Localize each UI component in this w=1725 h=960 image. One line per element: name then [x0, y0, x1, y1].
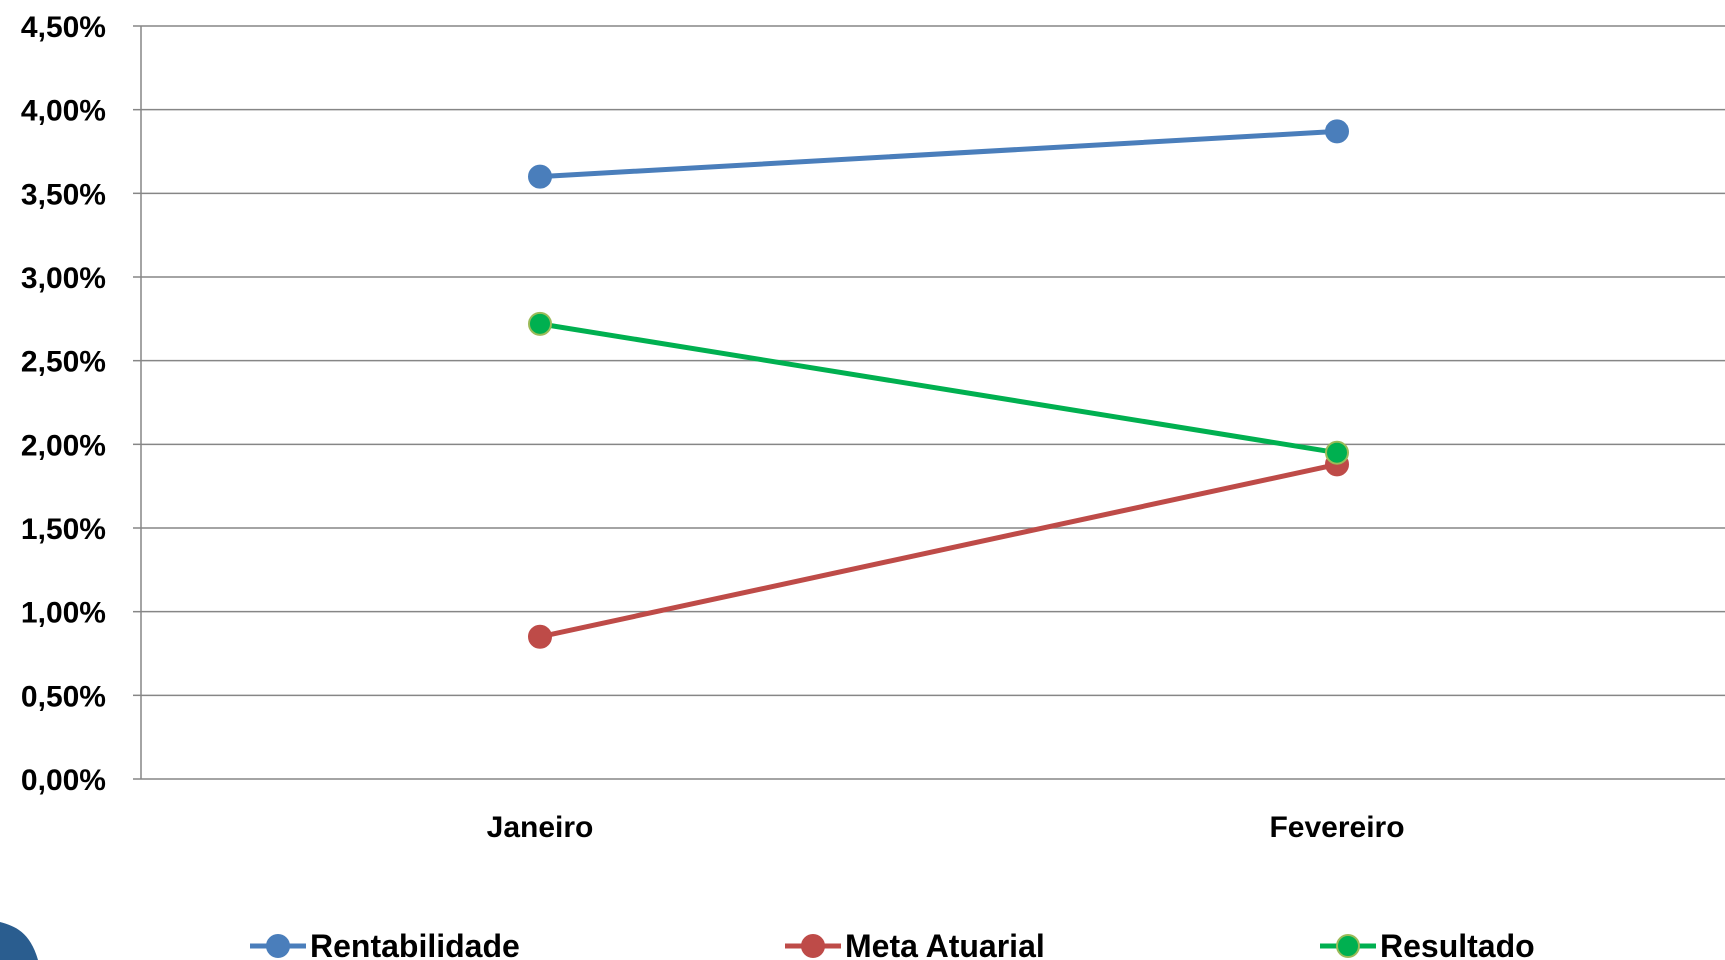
- series-line: [537, 321, 1340, 456]
- legend-swatch-marker: [1336, 934, 1360, 958]
- y-tick-label: 3,00%: [21, 262, 106, 295]
- corner-logo: [0, 922, 38, 960]
- legend-label: Meta Atuarial: [845, 928, 1045, 960]
- legend-item: Resultado: [1320, 928, 1535, 960]
- legend-swatch-marker: [801, 934, 825, 958]
- legend-label: Rentabilidade: [310, 928, 520, 960]
- legend: Rentabilidade Meta Atuarial Resultado: [250, 928, 1535, 960]
- legend-swatch-marker: [266, 934, 290, 958]
- series-line: [537, 461, 1340, 640]
- data-point: [528, 624, 552, 649]
- y-tick-label: 4,50%: [21, 11, 106, 44]
- legend-item: Rentabilidade: [250, 928, 520, 960]
- series-line: [537, 128, 1340, 180]
- y-tick-label: 0,50%: [21, 680, 106, 713]
- series-lines: [528, 119, 1349, 649]
- series-2: [528, 311, 1349, 465]
- data-point: [528, 311, 552, 336]
- series-1: [528, 452, 1349, 649]
- axes: [133, 25, 142, 780]
- series-0: [528, 119, 1349, 189]
- data-point: [1325, 119, 1349, 144]
- corner-decoration: [0, 922, 38, 960]
- y-tick-label: 3,50%: [21, 178, 106, 211]
- data-point: [528, 164, 552, 189]
- x-tick-label: Fevereiro: [1269, 811, 1404, 844]
- x-axis-tick-labels: Janeiro Fevereiro: [487, 811, 1405, 844]
- legend-label: Resultado: [1380, 928, 1535, 960]
- gridlines: [141, 25, 1725, 780]
- y-tick-label: 1,50%: [21, 513, 106, 546]
- legend-item: Meta Atuarial: [785, 928, 1045, 960]
- y-axis-tick-labels: 0,00% 0,50% 1,00% 1,50% 2,00% 2,50% 3,00% 3,50%…: [21, 11, 106, 797]
- y-tick-label: 0,00%: [21, 764, 106, 797]
- data-point: [1325, 440, 1349, 465]
- y-tick-label: 4,00%: [21, 95, 106, 128]
- x-tick-label: Janeiro: [487, 811, 594, 844]
- y-tick-label: 1,00%: [21, 597, 106, 630]
- y-tick-label: 2,00%: [21, 429, 106, 462]
- y-tick-label: 2,50%: [21, 346, 106, 379]
